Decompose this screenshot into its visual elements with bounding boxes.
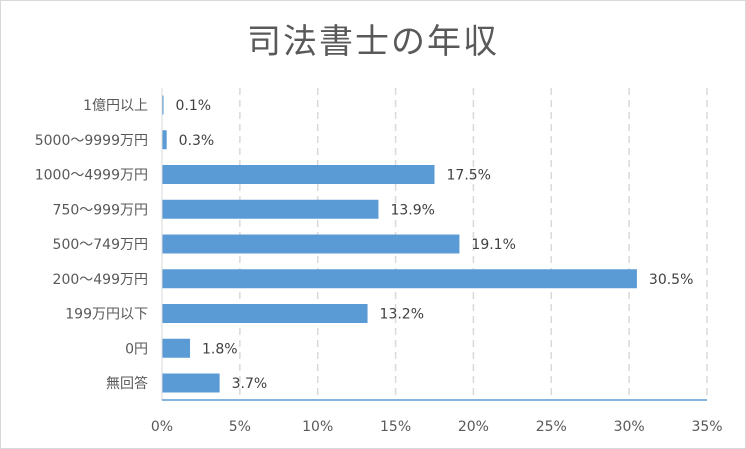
data-label: 1.8% [202, 341, 238, 357]
bar [162, 269, 637, 289]
data-label: 19.1% [471, 237, 515, 253]
data-label: 0.1% [176, 98, 212, 114]
bar [162, 165, 435, 184]
category-label: 無回答 [106, 375, 148, 392]
x-tick-label: 20% [458, 419, 489, 435]
category-label: 1億円以上 [83, 98, 148, 114]
data-label: 17.5% [447, 168, 491, 184]
data-label: 13.9% [390, 202, 434, 218]
x-tick-label: 30% [614, 419, 645, 435]
x-tick-label: 35% [691, 419, 722, 435]
data-label: 13.2% [380, 307, 424, 323]
data-label: 0.3% [179, 133, 215, 149]
category-label: 199万円以下 [65, 307, 148, 323]
x-tick-label: 5% [229, 419, 251, 435]
category-label: 500～749万円 [53, 237, 148, 253]
bar [162, 373, 220, 393]
bar [162, 234, 460, 254]
chart-title: 司法書士の年収 [247, 22, 499, 62]
data-label: 3.7% [232, 376, 268, 392]
category-label: 1000～4999万円 [35, 168, 148, 184]
x-tick-label: 0% [151, 419, 173, 435]
category-label: 750～999万円 [53, 202, 148, 218]
bar [162, 338, 191, 358]
category-label: 5000～9999万円 [35, 133, 148, 149]
bar [162, 199, 379, 219]
bar [162, 95, 164, 115]
data-label: 30.5% [649, 272, 693, 288]
x-tick-label: 10% [302, 419, 333, 435]
category-label: 200～499万円 [53, 272, 148, 288]
x-tick-label: 25% [536, 419, 567, 435]
bar [162, 304, 368, 323]
bar [162, 130, 167, 150]
x-tick-label: 15% [380, 419, 411, 435]
category-label: 0円 [125, 341, 148, 357]
